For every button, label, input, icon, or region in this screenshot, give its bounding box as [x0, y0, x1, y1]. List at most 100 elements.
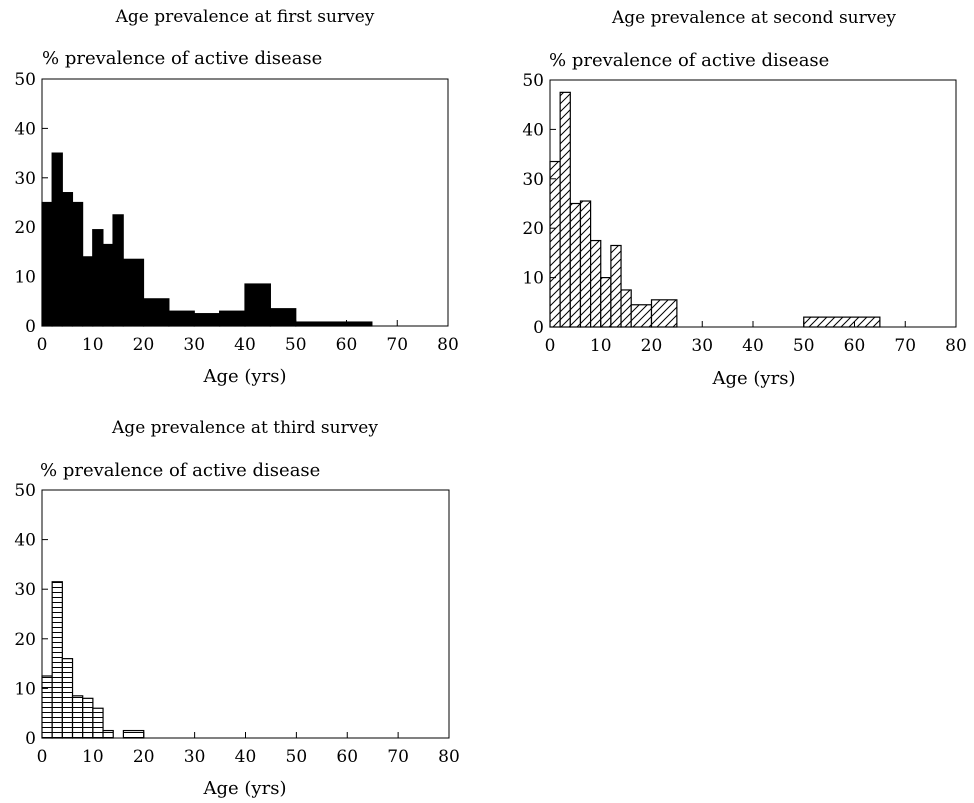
x-tick-label: 0: [37, 747, 48, 767]
chart-title: Age prevalence at first survey: [115, 7, 375, 27]
histogram-bar: [142, 298, 170, 327]
y-axis-label: % prevalence of active disease: [40, 460, 320, 481]
x-tick-label: 30: [691, 336, 713, 356]
x-tick-label: 40: [742, 336, 764, 356]
histogram-bar: [569, 202, 582, 328]
x-tick-label: 60: [336, 747, 358, 767]
histogram-bar: [41, 201, 53, 327]
x-tick-label: 50: [285, 335, 307, 355]
x-axis-label: Age (yrs): [203, 778, 287, 799]
histogram-bar: [193, 313, 221, 327]
x-tick-label: 80: [945, 336, 967, 356]
histogram-bar: [269, 308, 297, 327]
x-tick-label: 10: [82, 747, 104, 767]
y-tick-label: 10: [14, 679, 36, 699]
histogram-bar: [71, 695, 84, 739]
x-axis-label: Age (yrs): [203, 366, 287, 387]
x-tick-label: 10: [82, 335, 104, 355]
histogram-bar: [61, 192, 74, 327]
x-tick-label: 50: [793, 336, 815, 356]
x-tick-label: 40: [235, 747, 257, 767]
histogram-bar: [81, 256, 94, 327]
y-tick-label: 0: [25, 317, 36, 337]
x-tick-label: 80: [437, 335, 459, 355]
histogram-bar: [71, 201, 84, 327]
histogram-bar: [51, 152, 63, 327]
y-tick-label: 10: [14, 268, 36, 288]
x-tick-label: 40: [234, 335, 256, 355]
x-tick-label: 50: [286, 747, 308, 767]
x-axis-ticks: 0 10 20 30 40 50 60 70 80: [37, 320, 459, 355]
x-tick-label: 20: [133, 747, 155, 767]
x-tick-label: 0: [545, 336, 556, 356]
x-tick-label: 60: [336, 335, 358, 355]
histogram-bar: [92, 229, 104, 327]
y-tick-label: 40: [522, 120, 544, 140]
histogram-bar: [610, 244, 622, 328]
y-axis-ticks: 0 10 20 30 40 50: [14, 481, 48, 749]
y-axis-ticks: 0 10 20 30 40 50: [522, 71, 556, 338]
chart-panel-second: Age prevalence at second survey % preval…: [522, 8, 966, 389]
histogram-bars: [41, 581, 145, 739]
plot-frame: [41, 489, 450, 739]
histogram-bar: [102, 243, 114, 327]
y-tick-label: 0: [533, 318, 544, 338]
histogram-bar: [630, 304, 653, 328]
chart-title: Age prevalence at second survey: [611, 8, 896, 28]
histogram-bar: [579, 200, 592, 328]
x-tick-label: 70: [894, 336, 916, 356]
x-tick-label: 30: [183, 335, 205, 355]
histogram-bar: [620, 289, 632, 328]
x-tick-label: 80: [438, 747, 460, 767]
histogram-bar: [600, 277, 612, 328]
y-tick-label: 20: [522, 219, 544, 239]
y-tick-label: 30: [14, 169, 36, 189]
y-tick-label: 10: [522, 269, 544, 289]
x-axis-ticks: 0 10 20 30 40 50 60 70 80: [37, 732, 460, 767]
y-tick-label: 50: [14, 70, 36, 90]
x-tick-label: 20: [133, 335, 155, 355]
x-axis-ticks: 0 10 20 30 40 50 60 70 80: [545, 321, 967, 356]
histogram-bar: [295, 321, 373, 327]
y-axis-label: % prevalence of active disease: [549, 50, 829, 71]
x-tick-label: 60: [844, 336, 866, 356]
x-tick-label: 30: [184, 747, 206, 767]
histogram-bar: [168, 310, 195, 327]
x-axis-label: Age (yrs): [712, 368, 796, 389]
histogram-bar: [650, 299, 678, 328]
histogram-bars: [41, 152, 373, 327]
histogram-bar: [102, 729, 114, 739]
histogram-bar: [92, 707, 104, 739]
histogram-bar: [549, 160, 561, 328]
y-tick-label: 0: [25, 729, 36, 749]
x-tick-label: 0: [37, 335, 48, 355]
y-tick-label: 40: [14, 531, 36, 551]
y-tick-label: 20: [14, 630, 36, 650]
histogram-bar: [803, 316, 881, 328]
x-tick-label: 70: [387, 747, 409, 767]
histogram-bar: [61, 658, 74, 739]
histogram-bar: [82, 697, 94, 739]
histogram-bar: [41, 675, 53, 739]
histogram-bar: [112, 214, 124, 327]
y-tick-label: 30: [522, 170, 544, 190]
y-tick-label: 50: [522, 71, 544, 91]
histogram-bar: [244, 283, 271, 327]
y-axis-label: % prevalence of active disease: [42, 48, 322, 69]
y-tick-label: 30: [14, 580, 36, 600]
histogram-bar: [122, 258, 145, 327]
x-tick-label: 70: [386, 335, 408, 355]
chart-panel-first: Age prevalence at first survey % prevale…: [14, 7, 458, 387]
y-tick-label: 40: [14, 119, 36, 139]
x-tick-label: 20: [641, 336, 663, 356]
histogram-bar: [51, 581, 63, 739]
histogram-bar: [219, 310, 246, 327]
chart-panel-third: Age prevalence at third survey % prevale…: [14, 418, 459, 799]
y-tick-label: 50: [14, 481, 36, 501]
y-axis-ticks: 0 10 20 30 40 50: [14, 70, 48, 337]
x-tick-label: 10: [590, 336, 612, 356]
histogram-bar: [122, 729, 145, 739]
chart-title: Age prevalence at third survey: [111, 418, 378, 438]
histogram-bars: [549, 91, 881, 328]
